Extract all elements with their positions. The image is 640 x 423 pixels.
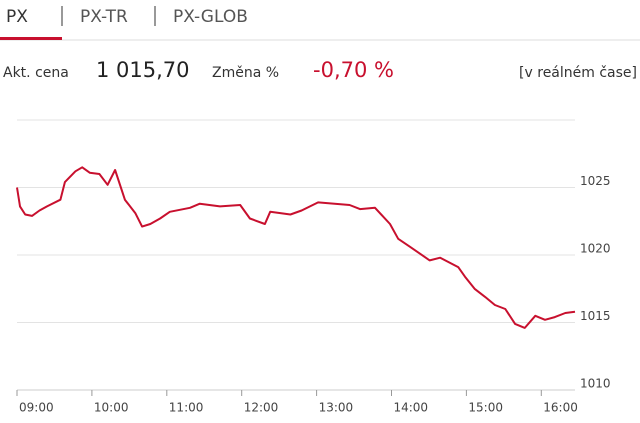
active-tab-underline	[0, 37, 62, 40]
price-label: Akt. cena	[3, 65, 69, 81]
x-tick-label: 13:00	[319, 401, 354, 415]
tab[interactable]: PX	[6, 7, 28, 27]
x-tick-label: 10:00	[94, 401, 129, 415]
tab[interactable]: PX-GLOB	[173, 7, 248, 27]
x-tick-label: 16:00	[543, 401, 578, 415]
y-tick-label: 1020	[580, 242, 611, 256]
x-tick-label: 14:00	[393, 401, 428, 415]
y-tick-label: 1015	[580, 309, 611, 323]
realtime-note: [v reálném čase]	[519, 65, 637, 81]
x-tick-label: 12:00	[244, 401, 279, 415]
x-tick-label: 11:00	[169, 401, 204, 415]
price: 1 015,70	[96, 58, 190, 82]
x-tick-label: 09:00	[19, 401, 54, 415]
price-line	[16, 166, 576, 329]
x-tick-label: 15:00	[468, 401, 503, 415]
change: -0,70 %	[313, 58, 394, 82]
y-tick-label: 1025	[580, 174, 611, 188]
change-label: Změna %	[212, 65, 279, 81]
tab[interactable]: PX-TR	[80, 7, 128, 27]
y-tick-label: 1010	[580, 377, 611, 391]
